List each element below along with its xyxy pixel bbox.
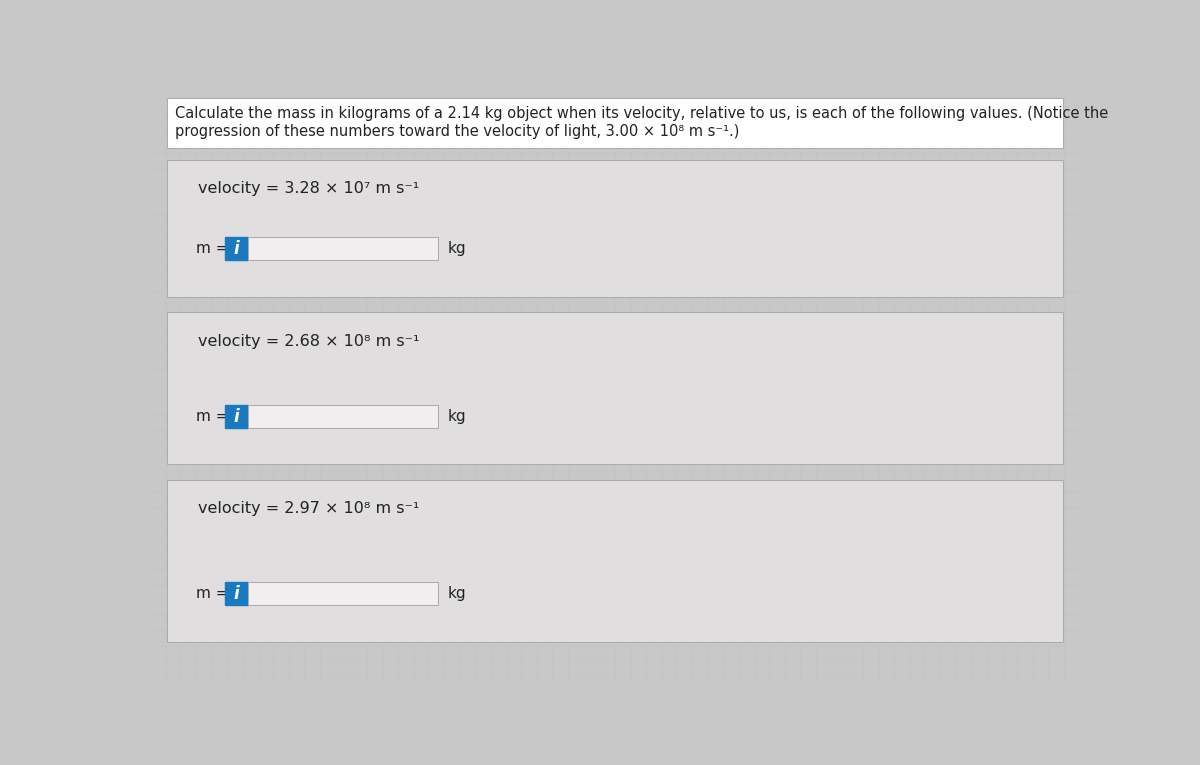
Bar (248, 405, 438, 428)
Bar (167, 480, 1063, 642)
Text: kg: kg (448, 242, 467, 256)
Bar (248, 237, 438, 260)
Bar (226, 405, 248, 428)
Text: i: i (234, 240, 240, 258)
Bar (167, 312, 1063, 464)
Bar (226, 237, 248, 260)
Text: velocity = 2.97 × 10⁸ m s⁻¹: velocity = 2.97 × 10⁸ m s⁻¹ (198, 501, 420, 516)
Text: progression of these numbers toward the velocity of light, 3.00 × 10⁸ m s⁻¹.): progression of these numbers toward the … (175, 124, 739, 139)
Bar (167, 98, 1063, 148)
Text: velocity = 3.28 × 10⁷ m s⁻¹: velocity = 3.28 × 10⁷ m s⁻¹ (198, 181, 419, 196)
Text: Calculate the mass in kilograms of a 2.14 kg object when its velocity, relative : Calculate the mass in kilograms of a 2.1… (175, 106, 1108, 122)
Bar (248, 582, 438, 605)
Text: i: i (234, 408, 240, 426)
Text: m =: m = (197, 409, 229, 425)
Text: m =: m = (197, 242, 229, 256)
Text: i: i (234, 584, 240, 603)
Text: kg: kg (448, 586, 467, 601)
Text: m =: m = (197, 586, 229, 601)
Text: velocity = 2.68 × 10⁸ m s⁻¹: velocity = 2.68 × 10⁸ m s⁻¹ (198, 334, 420, 349)
Text: kg: kg (448, 409, 467, 425)
Bar (167, 160, 1063, 297)
Bar (226, 582, 248, 605)
